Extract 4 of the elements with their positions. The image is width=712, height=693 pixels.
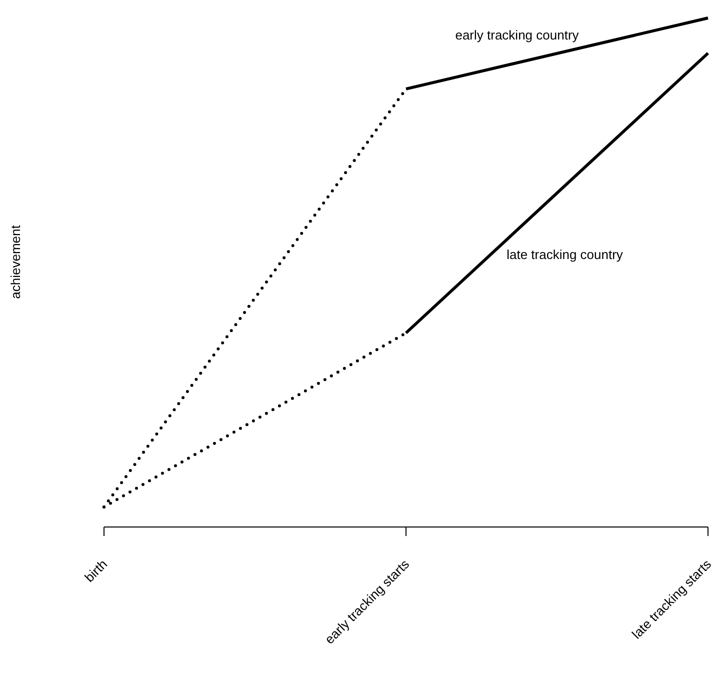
series-label: late tracking country <box>506 247 624 262</box>
series-label: early tracking country <box>455 27 580 42</box>
y-axis-title: achievement <box>8 224 23 299</box>
x-tick-label: birth <box>82 556 110 586</box>
